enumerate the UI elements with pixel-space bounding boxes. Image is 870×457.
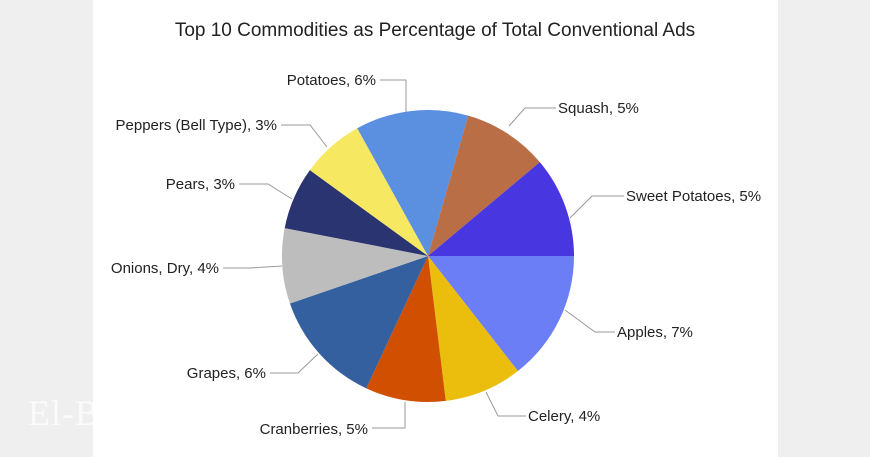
chart-title: Top 10 Commodities as Percentage of Tota…	[174, 20, 696, 41]
slice-labels: Apples, 7% Celery, 4% Cranberries, 5% Grape…	[111, 72, 761, 438]
pie-slice-squash	[428, 115, 540, 256]
leader-line	[372, 402, 406, 429]
slice-label: Cranberries, 5%	[260, 421, 368, 438]
leader-line	[508, 107, 556, 127]
leader-lines	[223, 79, 624, 429]
pie-slice-cranberries	[366, 256, 446, 402]
leader-line	[380, 79, 407, 112]
pie-slice-apples	[428, 256, 574, 372]
slice-label: Peppers (Bell Type), 3%	[116, 117, 277, 134]
pie-slice-onions-dry	[281, 228, 428, 304]
pie-slice-potatoes	[357, 110, 469, 256]
watermark: El-Balad.com	[28, 393, 239, 433]
pie-slice-sweet-potatoes	[428, 162, 574, 256]
slice-label: Pears, 3%	[166, 176, 235, 193]
leader-line	[569, 195, 624, 219]
pie-slice-peppers-bell-type	[309, 128, 428, 256]
slice-label: Onions, Dry, 4%	[111, 260, 219, 277]
slice-label: Apples, 7%	[617, 324, 693, 341]
slice-label: Celery, 4%	[528, 408, 600, 425]
pie-slices	[281, 110, 574, 402]
leader-line	[564, 309, 615, 333]
slice-label: Sweet Potatoes, 5%	[626, 188, 761, 205]
leader-line	[223, 265, 283, 269]
slice-label: Potatoes, 6%	[287, 72, 376, 89]
pie-slice-pears	[284, 170, 428, 256]
leader-line	[281, 124, 328, 148]
leader-line	[239, 183, 293, 200]
pie-slice-celery	[428, 256, 518, 401]
pie-slice-grapes	[289, 256, 428, 389]
leader-line	[270, 353, 319, 374]
slice-label: Grapes, 6%	[187, 365, 266, 382]
slice-label: Squash, 5%	[558, 100, 639, 117]
leader-line	[485, 391, 526, 417]
